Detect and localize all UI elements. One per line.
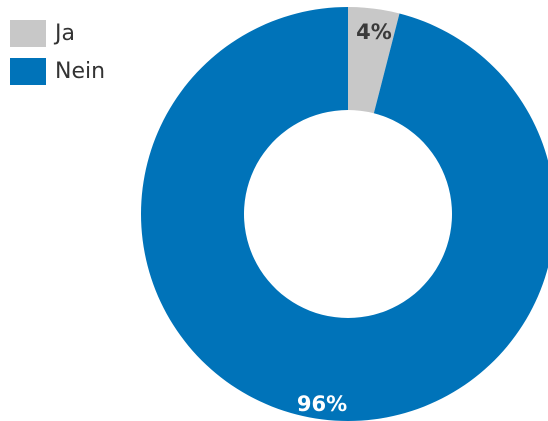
slices — [141, 7, 548, 421]
legend-label-ja: Ja — [55, 20, 75, 46]
legend-swatch-nein — [10, 57, 46, 85]
legend-label-nein: Nein — [55, 58, 106, 84]
legend-swatch-ja — [10, 19, 46, 47]
data-labels: 4% 96% — [297, 20, 392, 416]
data-label-nein: 96% — [297, 392, 347, 416]
slice-ja — [348, 7, 400, 114]
legend: Ja Nein — [10, 19, 105, 95]
data-label-ja: 4% — [356, 20, 392, 44]
slice-nein — [141, 7, 548, 421]
legend-item-ja: Ja — [10, 19, 105, 47]
legend-item-nein: Nein — [10, 57, 105, 85]
